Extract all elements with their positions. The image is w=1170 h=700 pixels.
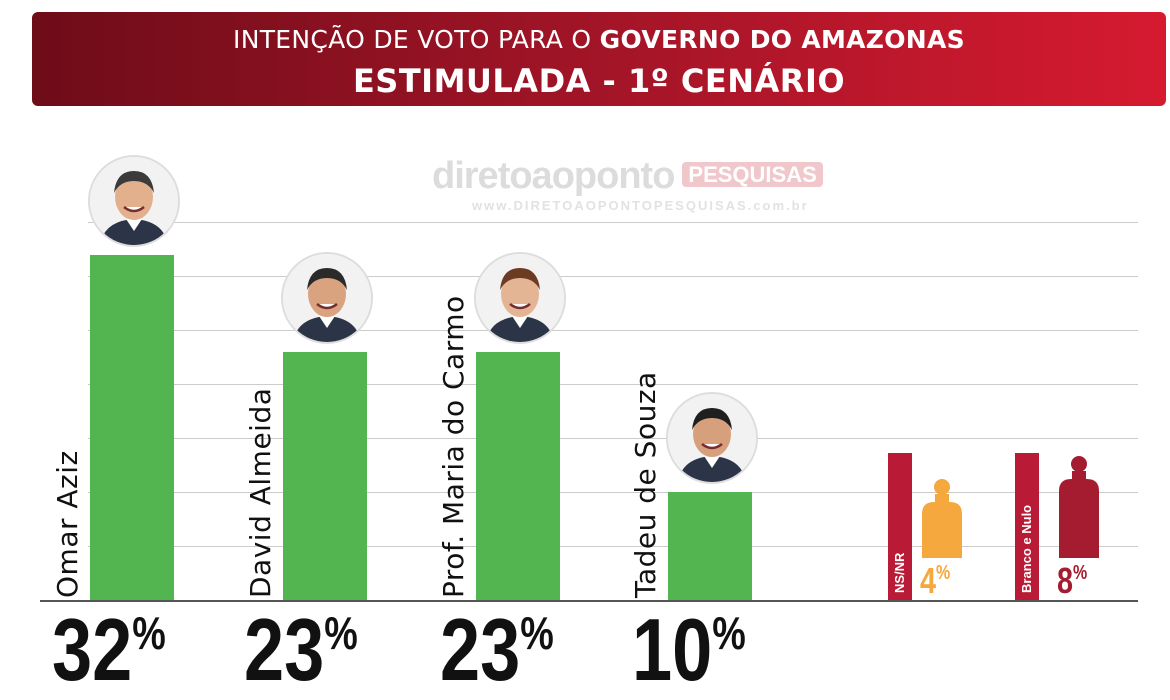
value-unit: % [324,607,358,659]
category-label-ns-nr: NS/NR [892,552,907,593]
gridline [88,330,1138,331]
title-banner: INTENÇÃO DE VOTO PARA O GOVERNO DO AMAZO… [32,12,1166,106]
value-label-david-almeida: 23% [244,606,358,694]
value-label-omar-aziz: 32% [52,606,166,694]
category-label-branco-nulo: Branco e Nulo [1019,504,1034,593]
gridline [88,546,1138,547]
side-tab-ns-nr: NS/NR [888,453,912,600]
category-label-david-almeida: David Almeida [244,387,277,598]
bar-tadeu-de-souza [668,492,752,600]
avatar-tadeu-de-souza [666,392,758,485]
gridline [88,492,1138,493]
gridline [88,276,1138,277]
avatar-david-almeida [281,252,373,345]
person-figure-icon [922,479,962,558]
bar-maria-do-carmo [476,352,560,600]
bar-omar-aziz [90,255,174,600]
value-number: 4 [920,560,937,601]
value-number: 23 [440,600,521,699]
value-unit: % [132,607,166,659]
gridline [88,438,1138,439]
value-unit: % [936,562,951,584]
person-figure-icon [1059,456,1099,558]
value-label-tadeu-de-souza: 10% [632,606,746,694]
bar-david-almeida [283,352,367,600]
avatar-omar-aziz [88,155,180,247]
chart-title: INTENÇÃO DE VOTO PARA O GOVERNO DO AMAZO… [233,25,965,54]
value-unit: % [520,607,554,659]
category-label-tadeu-de-souza: Tadeu de Souza [629,371,662,598]
watermark-logo: diretoaoponto PESQUISAS www.DIRETOAOPONTO… [432,155,823,213]
value-number: 10 [632,600,713,699]
avatar-maria-do-carmo [474,252,566,345]
value-label-maria-do-carmo: 23% [440,606,554,694]
value-unit: % [1073,562,1088,584]
category-label-maria-do-carmo: Prof. Maria do Carmo [437,295,470,598]
gridline [88,384,1138,385]
category-label-omar-aziz: Omar Aziz [51,450,84,598]
value-number: 32 [52,600,133,699]
x-axis-baseline [40,600,1138,602]
gridline [88,222,1138,223]
side-tab-branco-nulo: Branco e Nulo [1015,453,1039,600]
value-label-branco-nulo: 8% [1057,563,1087,599]
value-number: 23 [244,600,325,699]
value-label-ns-nr: 4% [920,563,950,599]
chart-subtitle: ESTIMULADA - 1º CENÁRIO [352,62,846,100]
value-number: 8 [1057,560,1074,601]
value-unit: % [712,607,746,659]
